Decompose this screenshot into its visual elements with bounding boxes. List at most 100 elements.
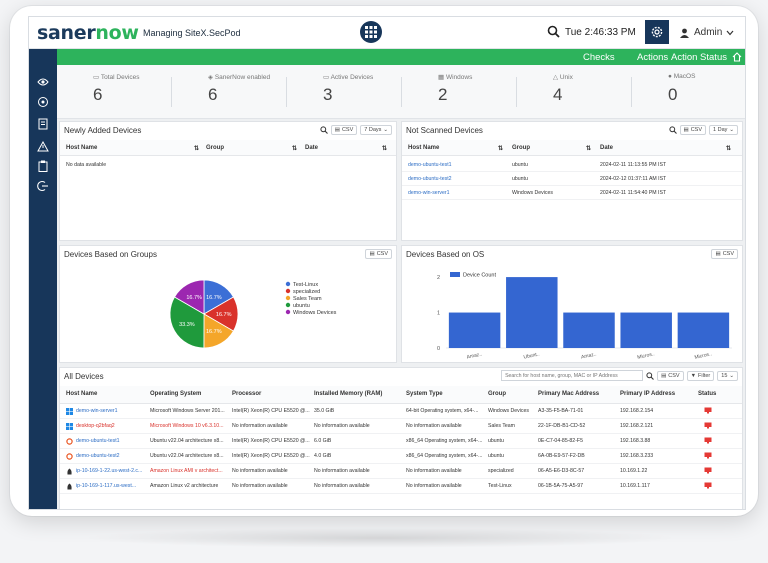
col-host-name[interactable]: Host Name: [408, 145, 440, 151]
host-link[interactable]: demo-ubuntu-test1: [408, 162, 452, 168]
sort-icon[interactable]: ⇅: [498, 146, 504, 152]
stat-unix[interactable]: △ Unix 4: [517, 65, 632, 119]
status-icon[interactable]: [704, 482, 712, 491]
csv-button[interactable]: ▤ CSV: [330, 125, 358, 135]
filter-button[interactable]: ▼ Filter: [686, 370, 715, 381]
device-row[interactable]: demo-ubuntu-test1 Ubuntu v22.04 architect…: [60, 434, 742, 449]
col-host-name[interactable]: Host Name: [66, 391, 98, 397]
host-link[interactable]: desktop-q2bfaq2: [76, 423, 115, 429]
col-date[interactable]: Date: [600, 145, 614, 151]
bar-3[interactable]: [620, 312, 672, 348]
pie-slice-3[interactable]: [169, 296, 205, 349]
csv-button[interactable]: ▤ CSV: [657, 370, 684, 381]
sanernow-logo[interactable]: sanernow: [37, 22, 139, 44]
host-link[interactable]: demo-ubuntu-test1: [76, 438, 120, 444]
host-link[interactable]: demo-win-server1: [76, 408, 118, 414]
col-group[interactable]: Group: [488, 391, 506, 397]
legend-label-2[interactable]: Sales Team: [293, 296, 322, 302]
col-system-type[interactable]: System Type: [406, 391, 443, 397]
legend-label-1[interactable]: specialized: [293, 289, 320, 295]
device-row[interactable]: demo-ubuntu-test2 Ubuntu v22.04 architect…: [60, 449, 742, 464]
col-date[interactable]: Date: [305, 145, 319, 151]
stat-sanernow-enabled[interactable]: ◈ SanerNow enabled 6: [172, 65, 287, 119]
sort-icon[interactable]: ⇅: [586, 146, 592, 152]
device-search-input[interactable]: [501, 370, 644, 381]
sidebar-item-network[interactable]: [36, 95, 50, 109]
table-row[interactable]: demo-win-server1 Windows Devices 2024-02-1…: [402, 186, 742, 200]
checks-link[interactable]: Checks: [583, 52, 615, 63]
search-icon[interactable]: [646, 371, 654, 380]
host-link[interactable]: ip-10-169-1-117.us-west...: [76, 483, 137, 489]
sort-icon[interactable]: ⇅: [382, 146, 388, 152]
range-select[interactable]: 7 Days ⌄: [360, 125, 392, 135]
host-link[interactable]: demo-win-server1: [408, 190, 450, 196]
legend-label-4[interactable]: Windows Devices: [293, 310, 337, 316]
sort-icon[interactable]: ⇅: [194, 146, 200, 152]
col-ip[interactable]: Primary IP Address: [620, 391, 676, 397]
page-size-select[interactable]: 15 ⌄: [717, 370, 738, 381]
table-row[interactable]: demo-ubuntu-test1 ubuntu 2024-02-11 11:13:…: [402, 158, 742, 172]
status-icon[interactable]: [704, 452, 712, 461]
host-link[interactable]: demo-ubuntu-test2: [76, 453, 120, 459]
status-icon[interactable]: [704, 467, 712, 476]
bar-1[interactable]: [506, 277, 558, 348]
legend-label-0[interactable]: Test-Linux: [293, 282, 318, 288]
home-icon[interactable]: [732, 52, 742, 62]
groups-pie-chart[interactable]: 16.7% 16.7% 16.7% 33.3% 16.7% Test-Linuxspeci…: [60, 262, 396, 362]
apps-grid-button[interactable]: [360, 21, 382, 43]
pie-label-0: 16.7%: [206, 295, 222, 301]
action-status-link[interactable]: Action Status: [671, 52, 727, 63]
status-icon[interactable]: [704, 437, 712, 446]
actions-link[interactable]: Actions: [637, 52, 669, 63]
col-os[interactable]: Operating System: [150, 391, 202, 397]
user-menu[interactable]: Admin: [679, 27, 734, 38]
stat-windows[interactable]: ▦ Windows 2: [402, 65, 517, 119]
sort-icon[interactable]: ⇅: [726, 146, 732, 152]
legend-label[interactable]: Device Count: [463, 273, 496, 279]
device-row[interactable]: demo-win-server1 Microsoft Windows Server…: [60, 404, 742, 419]
col-ram[interactable]: Installed Memory (RAM): [314, 391, 383, 397]
col-mac[interactable]: Primary Mac Address: [538, 391, 600, 397]
type-cell: x86_64 Operating system, x64-...: [406, 453, 483, 459]
device-row[interactable]: ip-10-169-1-117.us-west... Amazon Linux v…: [60, 479, 742, 494]
sidebar-item-reports[interactable]: [36, 117, 50, 131]
csv-button[interactable]: ▤ CSV: [365, 249, 392, 259]
table-row[interactable]: demo-ubuntu-test2 ubuntu 2024-02-12 01:37:…: [402, 172, 742, 186]
group-cell: ubuntu: [488, 438, 504, 444]
settings-button[interactable]: [645, 20, 669, 44]
status-icon[interactable]: [704, 422, 712, 431]
device-row[interactable]: desktop-q2bfaq2 Microsoft Windows 10 v6.3…: [60, 419, 742, 434]
os-bar-chart[interactable]: 0 1 2 Amaz.. Ubunt.. Amaz.. Micros.. Micros.. De…: [402, 262, 742, 362]
status-icon[interactable]: [704, 407, 712, 416]
stat-total-devices[interactable]: ▭ Total Devices 6: [57, 65, 172, 119]
host-link[interactable]: ip-10-169-1-22.us-west-2.c...: [76, 468, 143, 474]
not-scanned-panel: Not Scanned Devices ▤ CSV 1 Day ⌄ Host Nam…: [401, 121, 743, 241]
pie-slice-4[interactable]: [173, 279, 205, 315]
bar-0[interactable]: [448, 312, 501, 348]
sidebar-item-tasks[interactable]: [36, 159, 50, 173]
y-tick-0: 0: [437, 346, 440, 352]
stat-active-devices[interactable]: ▭ Active Devices 3: [287, 65, 402, 119]
sidebar-item-alerts[interactable]: [36, 139, 50, 153]
col-group[interactable]: Group: [512, 145, 530, 151]
stat-macos[interactable]: ● MacOS 0: [632, 65, 745, 119]
bar-4[interactable]: [677, 312, 730, 348]
range-select[interactable]: 1 Day ⌄: [709, 125, 738, 135]
site-label[interactable]: Managing SiteX.SecPod: [143, 28, 241, 38]
device-row[interactable]: ip-10-169-1-22.us-west-2.c... Amazon Linu…: [60, 464, 742, 479]
sidebar-item-logout[interactable]: [36, 179, 50, 193]
col-status[interactable]: Status: [698, 391, 717, 397]
csv-button[interactable]: ▤ CSV: [679, 125, 707, 135]
host-link[interactable]: demo-ubuntu-test2: [408, 176, 452, 182]
search-icon[interactable]: [547, 25, 560, 38]
csv-button[interactable]: ▤ CSV: [711, 249, 738, 259]
col-processor[interactable]: Processor: [232, 391, 262, 397]
search-icon[interactable]: [320, 126, 328, 134]
col-host-name[interactable]: Host Name: [66, 145, 98, 151]
sort-icon[interactable]: ⇅: [292, 146, 298, 152]
sidebar-item-overview[interactable]: [36, 75, 50, 89]
legend-label-3[interactable]: ubuntu: [293, 303, 310, 309]
bar-2[interactable]: [563, 312, 615, 348]
search-icon[interactable]: [668, 126, 677, 134]
col-group[interactable]: Group: [206, 145, 224, 151]
